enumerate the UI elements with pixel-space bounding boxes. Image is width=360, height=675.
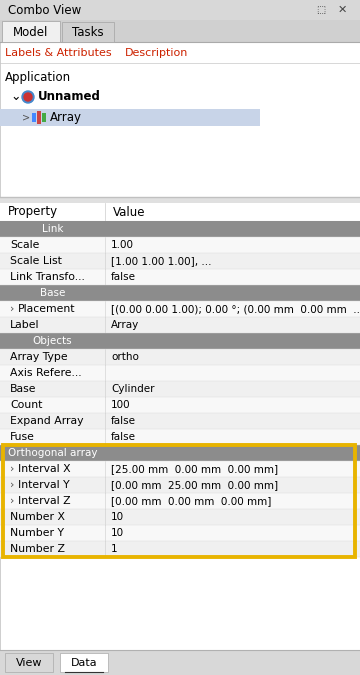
Bar (2, 21, 60, 42)
Text: Model: Model (13, 26, 49, 38)
Text: [0.00 mm  25.00 mm  0.00 mm]: [0.00 mm 25.00 mm 0.00 mm] (111, 480, 278, 490)
Text: false: false (111, 272, 136, 282)
Bar (42, 113, 46, 122)
Text: 10: 10 (111, 512, 124, 522)
Text: ›: › (10, 304, 14, 314)
Text: Scale List: Scale List (10, 256, 62, 266)
Text: Fuse: Fuse (10, 432, 35, 442)
Bar (3, 445, 355, 557)
Bar (0, 509, 360, 525)
Bar (0, 203, 360, 221)
Bar (0, 221, 360, 237)
Bar (0, 203, 360, 650)
Text: View: View (16, 658, 42, 668)
Bar (62, 22, 114, 42)
Text: Array Type: Array Type (10, 352, 68, 362)
Text: 10: 10 (111, 528, 124, 538)
Bar (0, 445, 360, 461)
Bar (0, 197, 360, 203)
Bar (0, 20, 360, 42)
Text: Number Y: Number Y (10, 528, 64, 538)
Text: Link Transfo...: Link Transfo... (10, 272, 85, 282)
Circle shape (24, 93, 32, 101)
Text: ⬚: ⬚ (316, 5, 325, 15)
Text: 100: 100 (111, 400, 131, 410)
Text: false: false (111, 416, 136, 426)
Bar (60, 653, 108, 672)
Text: ortho: ortho (111, 352, 139, 362)
Bar (37, 111, 41, 124)
Text: Labels & Attributes: Labels & Attributes (5, 48, 112, 58)
Text: Property: Property (8, 205, 58, 219)
Bar (0, 397, 360, 413)
Text: Interval X: Interval X (18, 464, 71, 474)
Bar (0, 477, 360, 493)
Bar (0, 333, 360, 349)
Text: Array: Array (111, 320, 139, 330)
Text: 1: 1 (111, 544, 118, 554)
Text: Data: Data (71, 658, 97, 668)
Text: Scale: Scale (10, 240, 39, 250)
Bar (0, 525, 360, 541)
Text: ›: › (10, 496, 14, 506)
Text: Value: Value (113, 205, 145, 219)
Text: ⌄: ⌄ (10, 90, 21, 103)
Bar (0, 413, 360, 429)
Bar (0, 301, 360, 317)
Text: Objects: Objects (33, 336, 72, 346)
Text: Axis Refere...: Axis Refere... (10, 368, 82, 378)
Text: Base: Base (40, 288, 65, 298)
Bar (0, 253, 360, 269)
Text: [(0.00 0.00 1.00); 0.00 °; (0.00 mm  0.00 mm  ...: [(0.00 0.00 1.00); 0.00 °; (0.00 mm 0.00… (111, 304, 360, 314)
Text: Description: Description (125, 48, 188, 58)
Text: Count: Count (10, 400, 42, 410)
Text: Base: Base (10, 384, 36, 394)
Text: ›: › (10, 464, 14, 474)
Text: Label: Label (10, 320, 40, 330)
Text: Cylinder: Cylinder (111, 384, 154, 394)
Bar (0, 461, 360, 477)
Bar (0, 317, 360, 333)
Bar (0, 429, 360, 445)
Text: [25.00 mm  0.00 mm  0.00 mm]: [25.00 mm 0.00 mm 0.00 mm] (111, 464, 278, 474)
Text: ✕: ✕ (338, 5, 347, 15)
Bar (0, 541, 360, 557)
Bar (0, 285, 360, 301)
Bar (0, 237, 360, 253)
Text: 1.00: 1.00 (111, 240, 134, 250)
Text: Interval Z: Interval Z (18, 496, 71, 506)
Bar (0, 365, 360, 381)
Text: >: > (22, 112, 30, 122)
Text: Number X: Number X (10, 512, 65, 522)
Text: [1.00 1.00 1.00], ...: [1.00 1.00 1.00], ... (111, 256, 212, 266)
Bar (0, 493, 360, 509)
Bar (0, 381, 360, 397)
Bar (0, 349, 360, 365)
Text: Placement: Placement (18, 304, 76, 314)
Text: [0.00 mm  0.00 mm  0.00 mm]: [0.00 mm 0.00 mm 0.00 mm] (111, 496, 271, 506)
Bar (0, 269, 360, 285)
Bar (0, 109, 260, 126)
Bar (32, 113, 36, 122)
Text: ›: › (10, 480, 14, 490)
Text: Orthogonal array: Orthogonal array (8, 448, 97, 458)
Bar (5, 653, 53, 672)
Text: false: false (111, 432, 136, 442)
Text: Unnamed: Unnamed (38, 90, 101, 103)
Text: Application: Application (5, 70, 71, 84)
Bar (0, 650, 360, 675)
Text: Interval Y: Interval Y (18, 480, 69, 490)
Text: Expand Array: Expand Array (10, 416, 84, 426)
Text: Link: Link (42, 224, 63, 234)
Bar (0, 0, 360, 20)
Bar (0, 42, 360, 197)
Text: Tasks: Tasks (72, 26, 104, 38)
Text: Number Z: Number Z (10, 544, 65, 554)
Circle shape (22, 91, 34, 103)
Text: Combo View: Combo View (8, 3, 81, 16)
Text: Array: Array (50, 111, 82, 124)
